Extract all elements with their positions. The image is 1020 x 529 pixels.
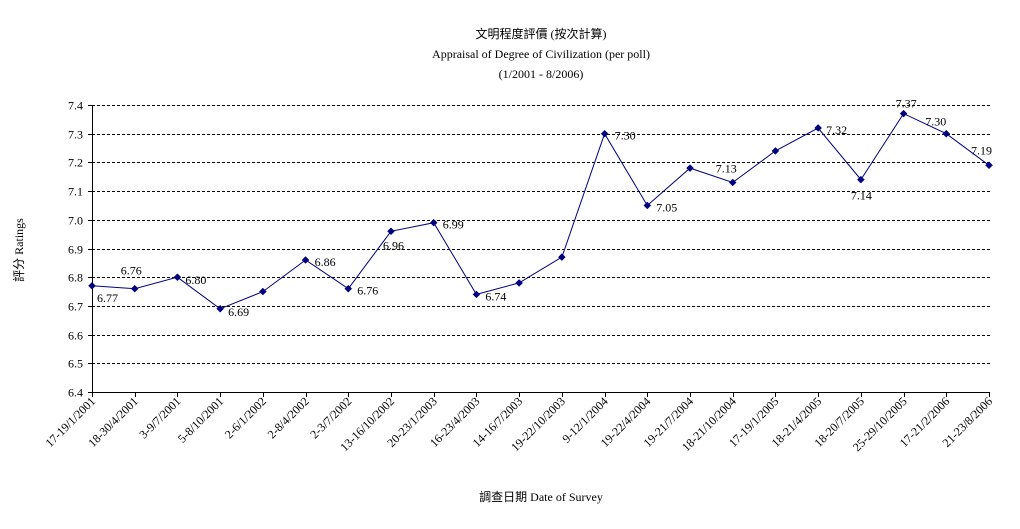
data-label: 6.86 xyxy=(315,255,336,269)
y-tick-label: 7.1 xyxy=(68,185,83,199)
data-point-diamond-icon xyxy=(814,124,822,132)
series-line-group xyxy=(91,112,990,310)
x-axis-label: 調查日期 Date of Survey xyxy=(479,490,603,504)
y-tick-label: 6.4 xyxy=(68,386,83,400)
data-label: 6.99 xyxy=(443,218,464,232)
data-point-diamond-icon xyxy=(301,256,310,264)
chart-period: (1/2001 - 8/2006) xyxy=(499,67,584,81)
y-axis-label: 評分 Ratings xyxy=(11,218,26,282)
y-tick-label: 6.6 xyxy=(68,329,83,343)
data-labels: 6.776.766.806.696.866.766.966.996.747.30… xyxy=(97,97,992,319)
data-point-diamond-icon xyxy=(515,279,523,287)
data-point-diamond-icon xyxy=(88,281,96,290)
data-point-diamond-icon xyxy=(344,284,353,293)
y-tick-label: 6.8 xyxy=(68,271,83,285)
series-line xyxy=(91,112,990,310)
y-axis-ticks: 6.4 6.5 6.6 6.7 6.8 6.9 7.0 7.1 7.2 7.3 7.4 xyxy=(68,99,92,400)
data-point-diamond-icon xyxy=(600,129,609,138)
data-point-diamond-icon xyxy=(899,109,908,118)
data-label: 6.77 xyxy=(97,291,118,305)
y-tick-label: 7.3 xyxy=(68,128,83,142)
data-point-diamond-icon xyxy=(643,201,652,210)
y-tick-label: 6.7 xyxy=(68,300,83,314)
data-point-diamond-icon xyxy=(173,273,182,282)
data-label: 6.74 xyxy=(485,289,506,303)
data-point-diamond-icon xyxy=(985,161,993,170)
y-tick-label: 7.2 xyxy=(68,156,83,170)
data-point-diamond-icon xyxy=(857,175,865,184)
chart-title: 文明程度評價 (按次計算) xyxy=(476,26,607,41)
data-label: 7.13 xyxy=(716,161,737,175)
data-label: 6.80 xyxy=(185,273,206,287)
y-tick-label: 6.9 xyxy=(68,243,83,257)
data-label: 7.30 xyxy=(615,129,636,143)
data-label: 7.05 xyxy=(656,200,677,214)
data-point-diamond-icon xyxy=(387,227,395,236)
data-point-diamond-icon xyxy=(259,287,267,296)
data-label: 7.30 xyxy=(925,115,946,129)
data-point-diamond-icon xyxy=(472,290,481,299)
data-point-diamond-icon xyxy=(686,164,694,172)
y-tick-label: 7.0 xyxy=(68,214,83,228)
y-tick-label: 7.4 xyxy=(68,99,83,113)
y-tick-label: 6.5 xyxy=(68,357,83,371)
data-point-diamond-icon xyxy=(216,304,224,313)
data-label: 7.14 xyxy=(851,189,872,203)
data-label: 6.96 xyxy=(383,238,404,252)
data-point-diamond-icon xyxy=(942,129,951,138)
data-point-diamond-icon xyxy=(429,218,438,227)
axes xyxy=(92,105,990,393)
data-label: 7.19 xyxy=(971,143,992,157)
series-markers xyxy=(88,109,993,313)
data-label: 7.32 xyxy=(826,123,847,137)
data-point-diamond-icon xyxy=(130,284,139,293)
data-label: 6.76 xyxy=(121,264,142,278)
data-label: 6.76 xyxy=(357,284,378,298)
chart-subtitle: Appraisal of Degree of Civilization (per… xyxy=(432,47,650,61)
data-label: 6.69 xyxy=(228,305,249,319)
data-label: 7.37 xyxy=(896,97,917,111)
data-point-diamond-icon xyxy=(771,147,780,155)
data-point-diamond-icon xyxy=(728,178,737,187)
data-point-diamond-icon xyxy=(558,253,566,261)
